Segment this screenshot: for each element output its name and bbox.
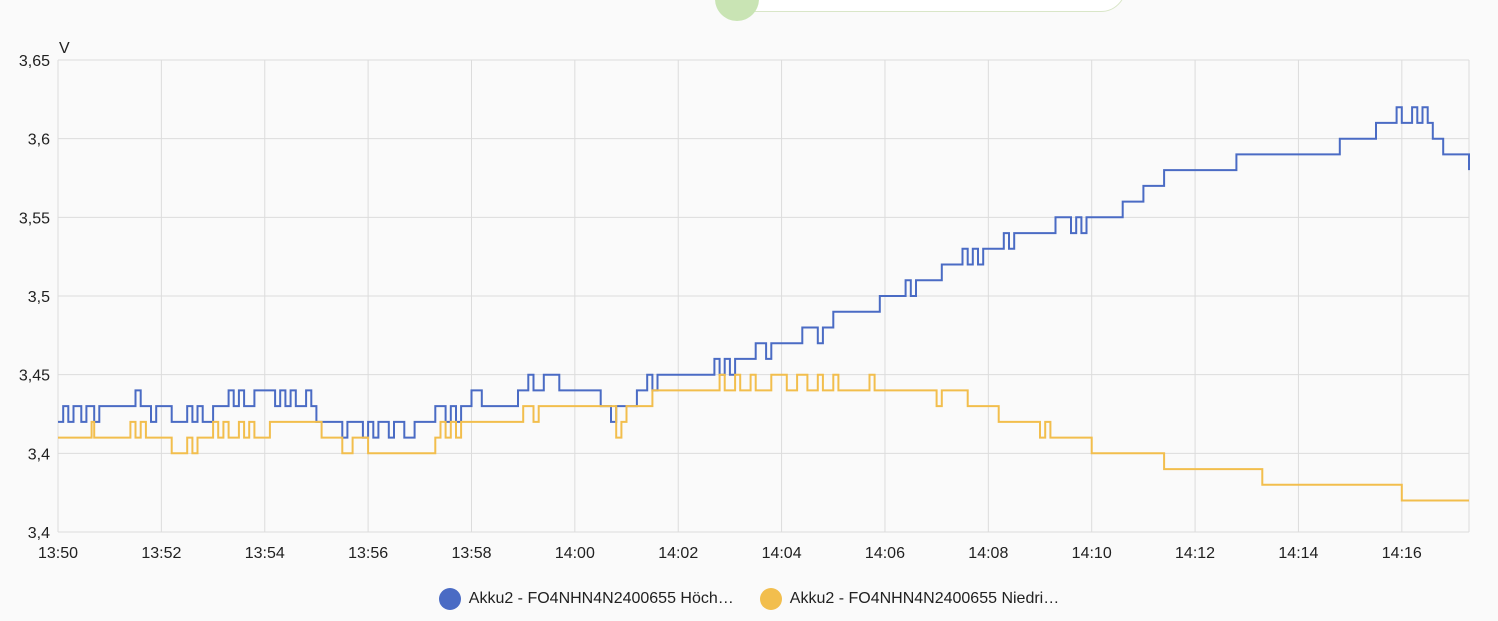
x-tick-label: 14:08 bbox=[968, 545, 1008, 562]
series-line-1[interactable] bbox=[58, 373, 1469, 502]
y-axis-unit-label: V bbox=[59, 40, 70, 57]
x-tick-label: 13:52 bbox=[141, 545, 181, 562]
y-tick-label: 3,65 bbox=[19, 53, 50, 70]
y-tick-label: 3,6 bbox=[28, 132, 50, 149]
legend-item-max[interactable]: Akku2 - FO4NHN4N2400655 Höch… bbox=[438, 588, 734, 610]
series-lines bbox=[58, 106, 1470, 502]
legend-label-min: Akku2 - FO4NHN4N2400655 Niedri… bbox=[789, 590, 1060, 607]
x-tick-label: 14:12 bbox=[1175, 545, 1215, 562]
y-tick-label: 3,45 bbox=[19, 368, 50, 385]
y-tick-label: 3,55 bbox=[19, 210, 50, 227]
x-tick-label: 14:14 bbox=[1278, 545, 1318, 562]
x-tick-label: 13:56 bbox=[348, 545, 388, 562]
grid bbox=[57, 59, 1470, 533]
x-tick-label: 14:02 bbox=[658, 545, 698, 562]
y-tick-label: 3,4 bbox=[28, 525, 50, 542]
x-tick-label: 14:16 bbox=[1382, 545, 1422, 562]
x-tick-label: 13:50 bbox=[38, 545, 78, 562]
x-tick-label: 13:54 bbox=[245, 545, 285, 562]
y-tick-label: 3,4 bbox=[28, 446, 50, 463]
series-line-0[interactable] bbox=[58, 106, 1470, 439]
axes: V 3,65 3,6 3,55 3,5 3,45 3,4 3,4 13:50 13:52 13:5… bbox=[19, 40, 1422, 562]
y-tick-label: 3,5 bbox=[28, 289, 50, 306]
x-tick-label: 14:00 bbox=[555, 545, 595, 562]
top-pill[interactable] bbox=[712, 0, 1126, 21]
x-tick-label: 13:58 bbox=[451, 545, 491, 562]
x-tick-label: 14:04 bbox=[762, 545, 802, 562]
legend-swatch-min bbox=[759, 588, 782, 610]
top-pill-icon bbox=[715, 0, 759, 21]
legend-label-max: Akku2 - FO4NHN4N2400655 Höch… bbox=[468, 590, 734, 607]
x-tick-label: 14:10 bbox=[1072, 545, 1112, 562]
legend: Akku2 - FO4NHN4N2400655 Höch… Akku2 - FO… bbox=[0, 585, 1498, 613]
legend-swatch-max bbox=[438, 588, 461, 610]
voltage-chart: V 3,65 3,6 3,55 3,5 3,45 3,4 3,4 13:50 13:52 13:5… bbox=[19, 40, 1470, 562]
legend-item-min[interactable]: Akku2 - FO4NHN4N2400655 Niedri… bbox=[759, 588, 1060, 610]
x-tick-label: 14:06 bbox=[865, 545, 905, 562]
